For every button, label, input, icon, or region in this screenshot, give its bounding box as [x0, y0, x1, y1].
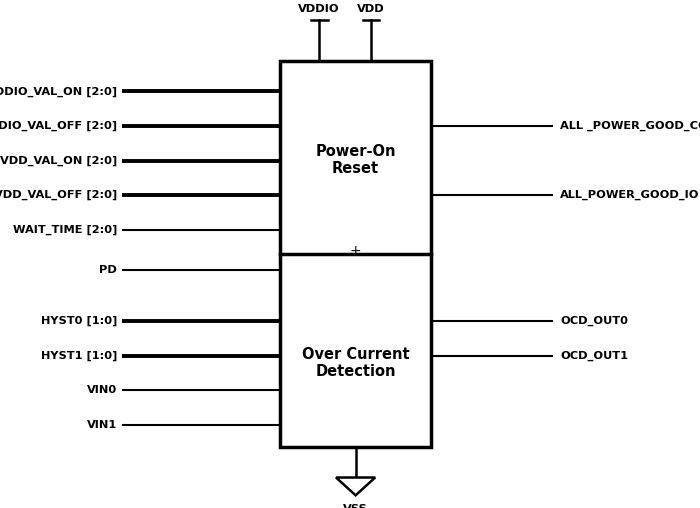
Text: VDDIO_VAL_OFF [2:0]: VDDIO_VAL_OFF [2:0] [0, 121, 117, 131]
Text: VIN0: VIN0 [87, 385, 117, 395]
Text: ALL_POWER_GOOD_IO: ALL_POWER_GOOD_IO [560, 190, 699, 200]
Text: PD: PD [99, 265, 117, 275]
Text: VDDIO: VDDIO [298, 4, 340, 14]
Text: VDD_VAL_ON [2:0]: VDD_VAL_ON [2:0] [0, 155, 117, 166]
Text: OCD_OUT0: OCD_OUT0 [560, 316, 628, 326]
Text: VDDIO_VAL_ON [2:0]: VDDIO_VAL_ON [2:0] [0, 86, 117, 97]
Text: HYST0 [1:0]: HYST0 [1:0] [41, 316, 117, 326]
Text: Power-On
Reset: Power-On Reset [315, 144, 396, 176]
Polygon shape [336, 478, 375, 495]
Text: VIN1: VIN1 [87, 420, 117, 430]
Text: VDD_VAL_OFF [2:0]: VDD_VAL_OFF [2:0] [0, 190, 117, 200]
Text: +: + [350, 244, 361, 258]
Text: WAIT_TIME [2:0]: WAIT_TIME [2:0] [13, 225, 117, 235]
Text: VDD: VDD [357, 4, 385, 14]
Text: OCD_OUT1: OCD_OUT1 [560, 351, 628, 361]
Text: HYST1 [1:0]: HYST1 [1:0] [41, 351, 117, 361]
Text: Over Current
Detection: Over Current Detection [302, 347, 410, 379]
Bar [280, 61, 430, 447]
Text: ALL _POWER_GOOD_CORE: ALL _POWER_GOOD_CORE [560, 121, 700, 131]
Text: VSS: VSS [343, 504, 368, 508]
